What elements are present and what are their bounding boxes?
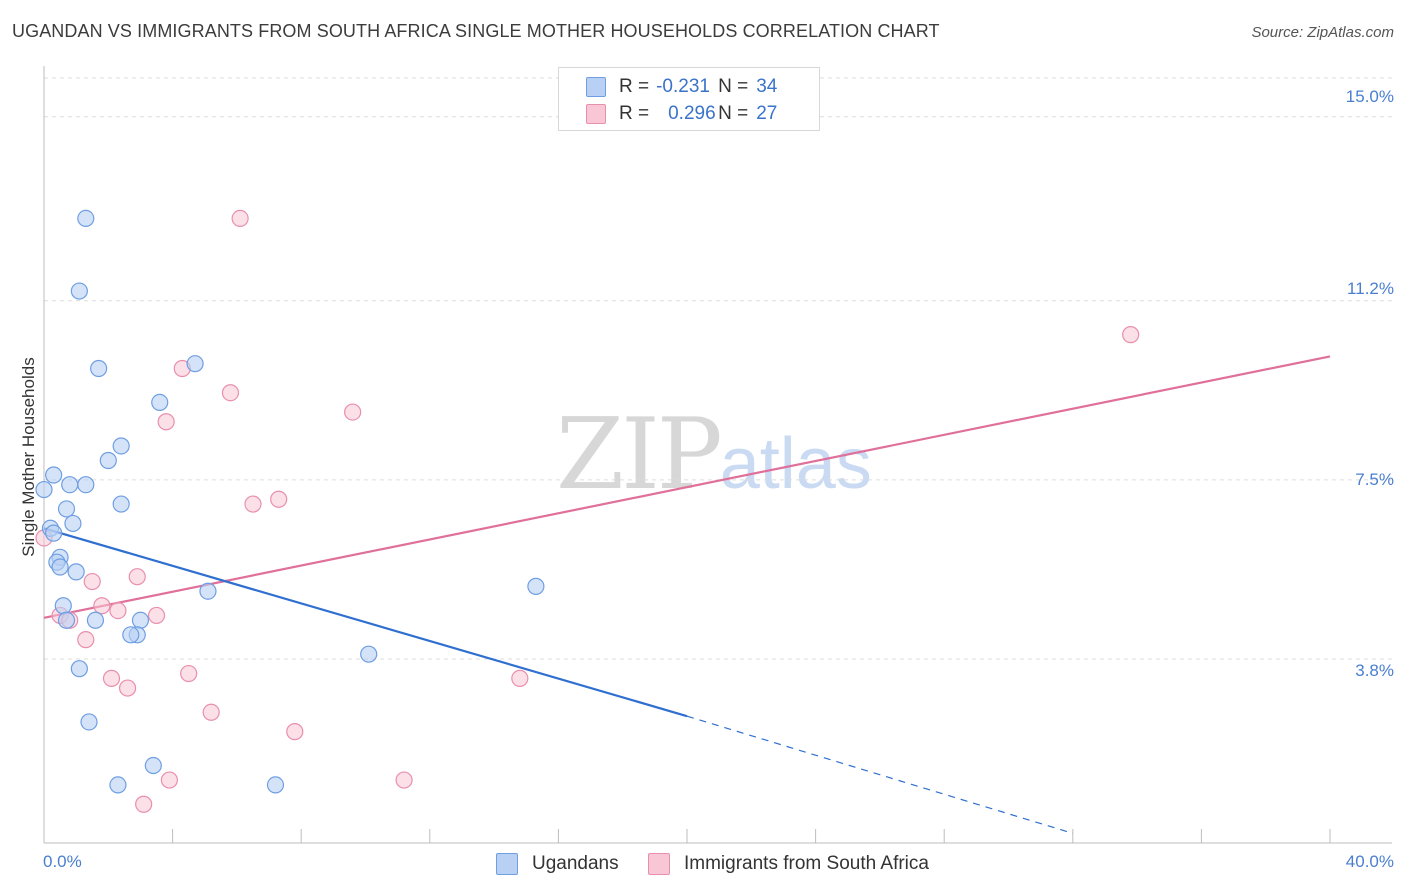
data-point-immigrants [1122,326,1140,344]
y-tick-label: 3.8% [1355,661,1394,680]
r-label: R = [619,103,650,124]
y-tick-label: 15.0% [1345,87,1394,106]
data-point-immigrants [231,209,249,228]
chart-title: UGANDAN VS IMMIGRANTS FROM SOUTH AFRICA … [12,21,940,41]
data-point-ugandans [99,451,117,470]
bottom-legend-label: Ugandans [532,853,619,874]
bottom-legend-ugandans: Ugandans [496,853,619,875]
data-point-ugandans [112,495,130,513]
data-point-immigrants [160,771,178,789]
n-label: N = [718,103,749,124]
n-value: 34 [756,76,778,97]
r-label: R = [619,76,650,97]
data-point-ugandans [77,476,95,494]
data-point-immigrants [83,572,101,591]
data-point-ugandans [86,611,105,629]
correlation-legend: R = -0.231 N = 34 R = 0.296 N = 27 [558,67,820,131]
r-value: -0.231 [656,76,710,97]
data-point-ugandans [57,500,76,518]
data-point-immigrants [202,703,220,721]
legend-row-ugandans: R = -0.231 N = 34 [559,75,777,99]
data-point-immigrants [344,403,362,421]
data-point-immigrants [180,664,198,683]
data-point-immigrants [135,795,153,813]
data-point-ugandans [35,480,53,499]
data-point-ugandans [112,437,130,455]
y-tick-label: 11.2% [1347,279,1394,298]
data-point-ugandans [109,776,127,794]
x-tick-label: 0.0% [43,852,82,871]
data-point-immigrants [109,601,127,620]
data-point-ugandans [90,359,108,378]
bottom-legend-swatch-blue [496,853,518,875]
data-point-ugandans [199,582,217,600]
data-point-immigrants [128,568,146,586]
data-point-ugandans [61,476,79,494]
bottom-legend-immigrants: Immigrants from South Africa [648,853,929,875]
watermark: ZIPatlas [556,398,872,512]
y-tick-label: 7.5% [1355,470,1394,489]
x-tick-label: 40.0% [1345,852,1394,871]
trend-lines [43,355,1331,834]
trend-line-ugandans [43,527,688,718]
data-point-immigrants [147,606,166,625]
data-point-ugandans [70,282,88,300]
data-point-immigrants [286,723,304,741]
data-point-immigrants [157,413,175,431]
data-point-ugandans [122,626,140,644]
axes [43,66,1392,844]
data-point-ugandans [266,776,285,794]
n-value: 27 [756,103,778,124]
y-axis-label: Single Mother Households [19,357,38,557]
data-point-ugandans [45,524,63,542]
data-point-ugandans [360,645,378,663]
legend-swatch-pink [586,104,606,124]
watermark-zip: ZIP [556,398,723,512]
data-point-ugandans [151,393,169,411]
data-point-immigrants [270,490,288,508]
source-label: Source: ZipAtlas.com [1251,24,1394,41]
trend-line-immigrants [43,355,1331,619]
data-point-ugandans [51,558,69,576]
data-point-ugandans [186,355,204,373]
data-point-immigrants [77,631,95,649]
data-point-immigrants [511,669,529,687]
data-point-ugandans [54,597,72,615]
data-point-ugandans [80,713,98,731]
data-point-ugandans [77,209,95,228]
data-point-ugandans [70,660,88,678]
data-point-ugandans [67,563,85,581]
data-point-immigrants [221,384,240,402]
trend-line-ugandans-extrapolated [686,715,1073,834]
bottom-legend-swatch-pink [648,853,670,875]
data-points [35,209,1140,813]
data-point-immigrants [93,597,111,615]
data-point-ugandans [144,756,162,775]
n-label: N = [718,76,749,97]
bottom-legend-label: Immigrants from South Africa [684,853,929,874]
gridlines [44,77,1392,660]
data-point-ugandans [64,514,82,533]
data-point-ugandans [131,611,150,629]
r-value: 0.296 [668,103,716,124]
data-point-immigrants [118,679,137,697]
data-point-immigrants [244,495,262,513]
data-point-ugandans [45,466,63,484]
data-point-ugandans [57,611,76,629]
data-point-immigrants [102,669,121,687]
data-point-immigrants [395,771,413,789]
data-point-ugandans [527,577,545,595]
legend-row-immigrants: R = 0.296 N = 27 [559,102,777,126]
legend-swatch-blue [586,77,606,97]
